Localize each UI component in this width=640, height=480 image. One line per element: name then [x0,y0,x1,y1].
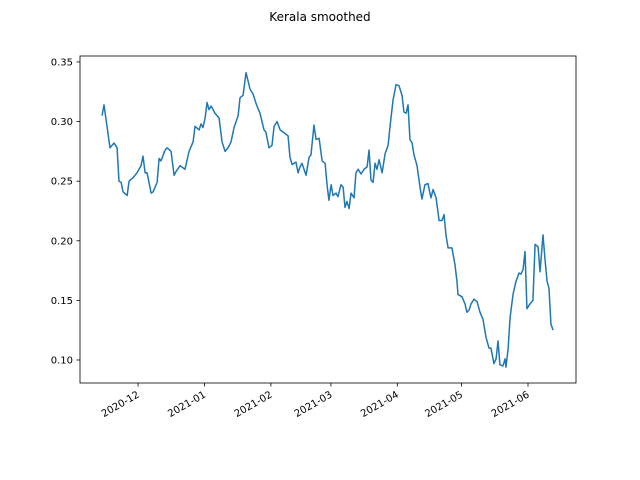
axes-frame [79,55,577,384]
y-tick-label: 0.15 [51,296,73,307]
x-tick-label: 2021-02 [233,390,275,420]
y-tick-label: 0.30 [51,117,73,128]
y-tick-label: 0.10 [51,355,73,366]
x-tick-label: 2021-01 [166,390,208,420]
y-tick-label: 0.25 [51,177,73,188]
x-tick-label: 2021-04 [359,390,401,420]
y-tick-label: 0.20 [51,236,73,247]
x-tick-label: 2021-06 [490,390,532,420]
x-tick-label: 2020-12 [100,390,142,420]
y-tick-label: 0.35 [51,57,73,68]
data-line [101,71,554,368]
x-tick-label: 2021-05 [423,390,465,420]
x-tick-label: 2021-03 [293,390,335,420]
chart-title: Kerala smoothed [269,10,370,24]
